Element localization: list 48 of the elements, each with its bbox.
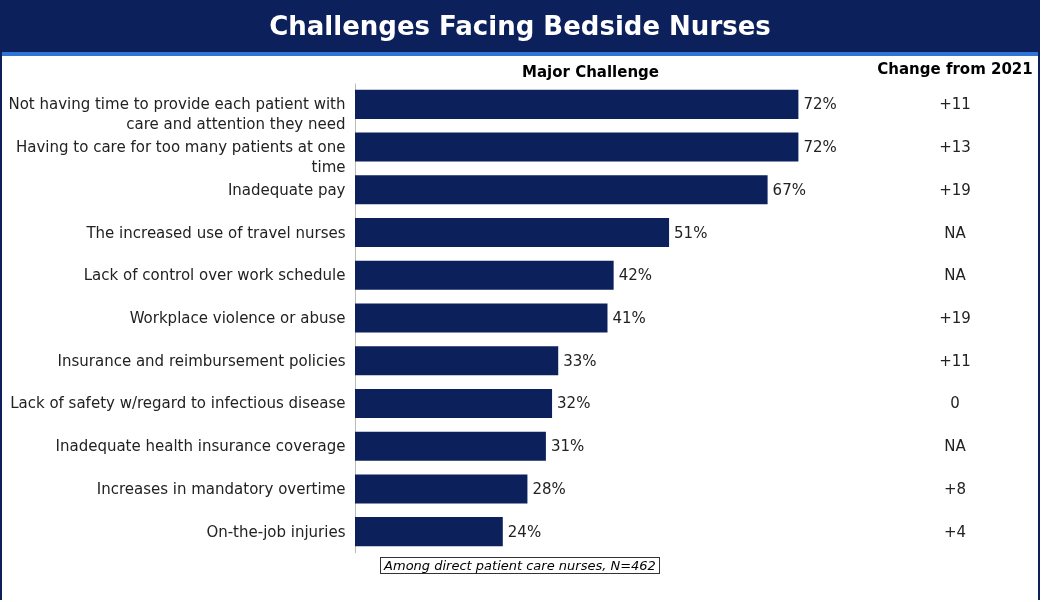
y-tick-label: Lack of control over work schedule [83,266,346,285]
y-tick-label: Inadequate pay [227,180,346,199]
bar [355,517,503,547]
bar [355,132,799,162]
y-tick-label: Increases in mandatory overtime [96,479,346,498]
bar [355,303,608,333]
data-label: 67% [772,180,806,199]
y-tick-label: Inadequate health insurance coverage [55,437,346,456]
data-label: 41% [612,309,646,327]
y-tick-label: On-the-job injuries [206,522,346,541]
data-label: 28% [532,479,566,498]
data-label: 33% [563,351,597,370]
text: NA [944,437,967,456]
bar [355,431,546,461]
text: +19 [939,309,971,327]
data-label: 42% [618,266,652,285]
text: +13 [939,138,971,157]
data-label: 32% [557,394,591,413]
y-tick-label: Lack of safety w/regard to infectious disease [10,394,346,413]
data-label: 24% [507,522,542,541]
text: +11 [939,351,971,370]
bar [355,346,559,376]
y-tick-label: Insurance and reimbursement policies [57,351,346,370]
data-label: 72% [803,95,837,114]
bar [355,260,614,290]
text: NA [944,266,967,285]
text: +11 [939,95,971,114]
text: +4 [943,522,967,541]
x-axis-title: Major Challenge [522,62,659,81]
text: NA [944,223,967,242]
text: Change from 2021 [877,60,1033,78]
bar [355,474,528,504]
bar [355,388,553,418]
text: +19 [939,180,971,199]
text: Among direct patient care nurses, N=462 [380,557,660,574]
chart-title: Challenges Facing Bedside Nurses [2,0,1038,56]
text: +8 [943,479,967,498]
text: 0 [950,394,960,413]
y-tick-label: Not having time to provide each patient with care and attention they need [8,95,346,134]
y-tick-label: Having to care for too many patients at one time [16,138,346,177]
y-tick-label: Workplace violence or abuse [129,309,346,327]
data-label: 72% [803,138,837,157]
data-label: 31% [550,437,585,456]
y-tick-label: The increased use of travel nurses [85,223,346,242]
data-label: 51% [674,223,708,242]
bar [355,218,670,248]
bar [355,89,799,119]
bar [355,175,768,205]
